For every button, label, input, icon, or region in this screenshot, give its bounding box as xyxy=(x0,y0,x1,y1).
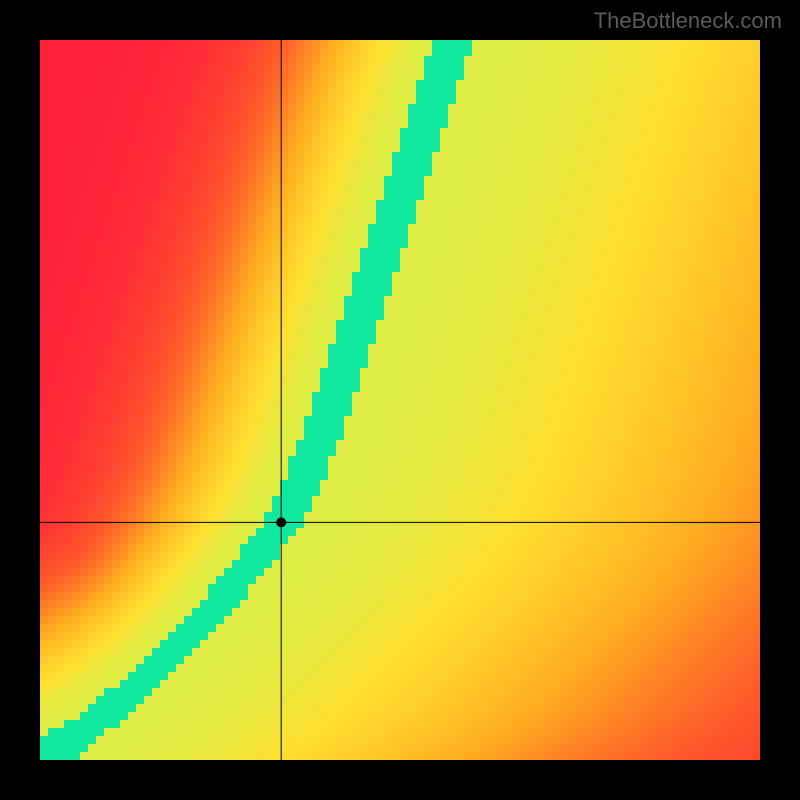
heatmap-canvas xyxy=(40,40,760,760)
bottleneck-heatmap xyxy=(40,40,760,760)
watermark-text: TheBottleneck.com xyxy=(594,8,782,34)
